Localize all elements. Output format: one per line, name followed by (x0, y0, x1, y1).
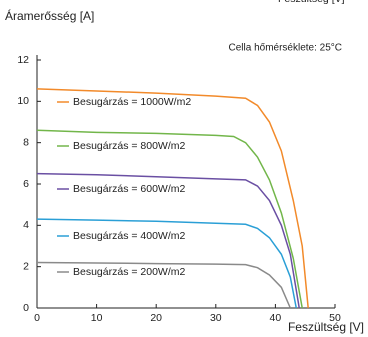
y-tick-label: 10 (17, 95, 29, 107)
legend-label: Besugárzás = 800W/m2 (73, 140, 186, 152)
cropped-x-label: Feszültség [V] (278, 0, 345, 5)
x-tick-label: 50 (329, 312, 341, 324)
legend-label: Besugárzás = 200W/m2 (73, 266, 186, 278)
series-line (36, 129, 303, 309)
x-tick-label: 0 (34, 312, 40, 324)
y-tick-label: 12 (17, 54, 29, 66)
x-tick-label: 40 (270, 312, 282, 324)
legend-label: Besugárzás = 400W/m2 (73, 230, 186, 242)
legend-label: Besugárzás = 600W/m2 (73, 183, 186, 195)
x-axis-label: Feszültség [V] (288, 320, 364, 334)
x-tick-label: 10 (91, 312, 103, 324)
legend-label: Besugárzás = 1000W/m2 (73, 96, 191, 108)
y-axis-label: Áramerősség [A] (5, 8, 94, 23)
x-tick-label: 20 (150, 312, 162, 324)
series-line (36, 172, 300, 309)
series-line (36, 261, 291, 309)
y-tick-label: 6 (23, 178, 29, 190)
y-tick-label: 4 (23, 219, 29, 231)
x-tick-label: 30 (210, 312, 222, 324)
series-line (36, 218, 297, 309)
series-line (36, 88, 309, 309)
y-tick-label: 2 (23, 260, 29, 272)
annotation: Cella hőmérséklete: 25°C (229, 43, 343, 54)
y-tick-label: 0 (23, 302, 29, 314)
y-tick-label: 8 (23, 136, 29, 148)
